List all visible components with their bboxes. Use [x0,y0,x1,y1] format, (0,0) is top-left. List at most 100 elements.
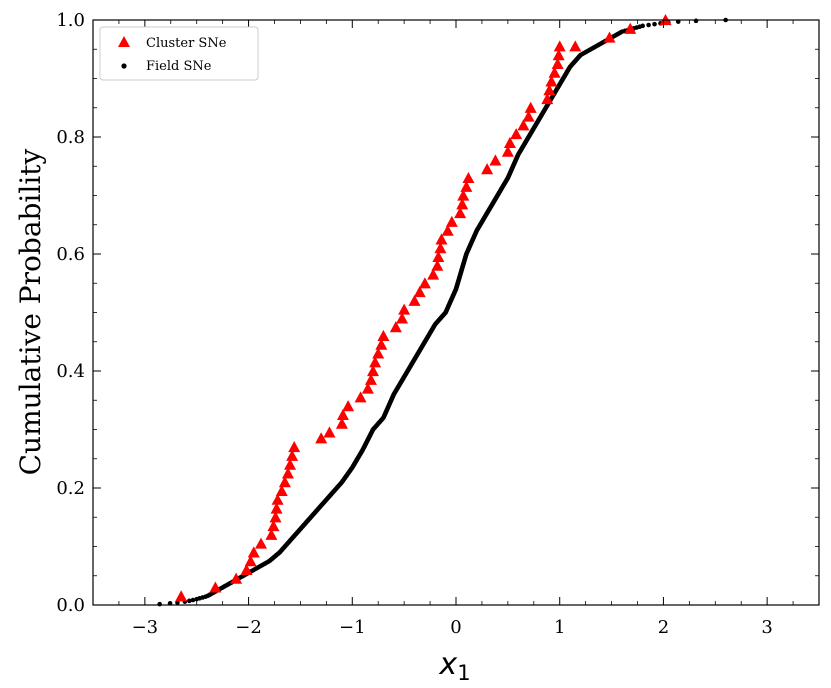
cluster-sne-point [284,458,297,470]
cluster-sne-point [543,84,556,96]
y-tick-label: 1.0 [56,10,85,31]
cluster-sne-point [377,329,390,341]
cluster-sne-point [269,511,282,523]
x-axis-label-subscript: 1 [457,661,470,685]
field-sne-point [693,18,699,24]
x-tick-label: −1 [339,617,366,638]
legend-dot-icon [121,63,127,69]
cluster-sne-point [265,528,278,540]
field-sne-point [187,598,192,604]
cluster-sne-point [522,110,535,122]
cluster-sne-point [548,66,561,78]
y-tick-label: 0.2 [56,478,85,499]
cluster-sne-point [460,180,473,192]
cluster-sne-point [435,233,448,245]
x-axis-label: x1 [438,647,470,685]
y-tick-label: 0.0 [56,595,85,616]
x-tick-label: 2 [658,617,669,638]
cluster-sne-point [354,391,367,403]
cluster-sne-point [427,268,440,280]
cluster-sne-point [209,581,222,593]
cluster-sne-point [503,136,516,148]
cluster-sne-point [624,22,637,34]
cluster-sne-point [278,476,291,488]
cluster-sne-point [445,215,458,227]
cluster-sne-point [342,400,355,412]
cluster-sne-point [175,590,188,602]
cluster-sne-point [323,426,336,438]
x-tick-label: −3 [132,617,159,638]
x-tick-label: 1 [554,617,565,638]
cluster-sne-point [545,75,558,87]
cluster-sne-point [398,303,411,315]
cluster-sne-point [517,119,530,131]
cluster-sne-point [603,31,616,43]
cluster-sne-point [553,40,566,52]
cluster-sne-point [552,49,565,61]
cluster-sne-point [413,286,426,298]
cluster-sne-point [315,432,328,444]
cluster-sne-point [361,382,374,394]
cluster-sne-point [335,417,348,429]
x-tick-label: −2 [235,617,262,638]
cluster-sne-point [275,484,288,497]
cluster-sne-point [369,356,382,368]
field-sne-point [175,600,180,605]
cluster-sne-point [375,338,388,350]
cluster-sne-point [230,572,243,584]
cluster-sne-point [432,250,445,263]
cluster-sne-point [270,502,283,514]
cluster-sne-point [271,493,284,505]
cluster-sne-point [372,347,385,359]
cluster-sne-point [462,171,475,184]
cluster-sne-point [247,546,260,558]
cluster-sne-point [267,520,280,532]
cluster-sne-point [431,259,444,271]
cluster-sne-point [281,467,294,479]
cluster-sne-point [244,555,257,567]
cluster-sne-point [489,154,502,166]
cluster-sne-point [441,224,454,236]
x-tick-label: 0 [450,617,461,638]
legend-label-cluster: Cluster SNe [146,36,227,51]
cluster-sne-point [240,563,253,575]
field-sne-point [190,597,196,603]
field-sne-point [157,601,162,607]
cluster-sne-point [510,128,523,140]
cluster-sne-point [418,277,431,289]
x-axis-label-symbol: x [438,647,457,682]
cluster-sne-point [367,365,380,377]
cluster-sne-point [569,40,582,52]
cluster-sne-point [434,242,447,254]
cluster-sne-point [454,207,467,219]
cluster-sne-point [288,441,301,453]
cluster-sne-point [524,101,537,113]
field-sne-point [646,22,651,28]
plot-series-layer [157,14,728,607]
cluster-sne-point [551,57,564,69]
cluster-sne-point [286,449,299,461]
legend-box [99,26,259,81]
y-axis-label: Cumulative Probability [14,148,47,475]
cluster-sne-point [255,537,268,549]
cluster-sne-point [336,408,349,420]
x-tick-label: 3 [761,617,772,638]
cluster-sne-point [481,163,494,175]
y-tick-label: 0.4 [56,361,85,382]
cluster-sne-point [408,294,421,306]
cluster-sne-point [396,312,409,324]
field-sne-point [652,21,657,27]
cluster-sne-point [501,145,514,157]
cluster-sne-point [456,198,469,210]
cluster-sne-point [457,189,470,201]
y-tick-label: 0.8 [56,127,85,148]
legend: Cluster SNe Field SNe [99,26,259,81]
field-sne-point [640,23,645,29]
legend-triangle-icon [118,36,130,47]
y-tick-label: 0.6 [56,244,85,265]
axis-ticks: −3 −2 −1 0 1 2 3 0.0 0.2 0.4 0.6 0.8 1.0 [56,10,820,638]
cluster-sne-point [541,92,554,105]
legend-label-field: Field SNe [146,59,212,74]
